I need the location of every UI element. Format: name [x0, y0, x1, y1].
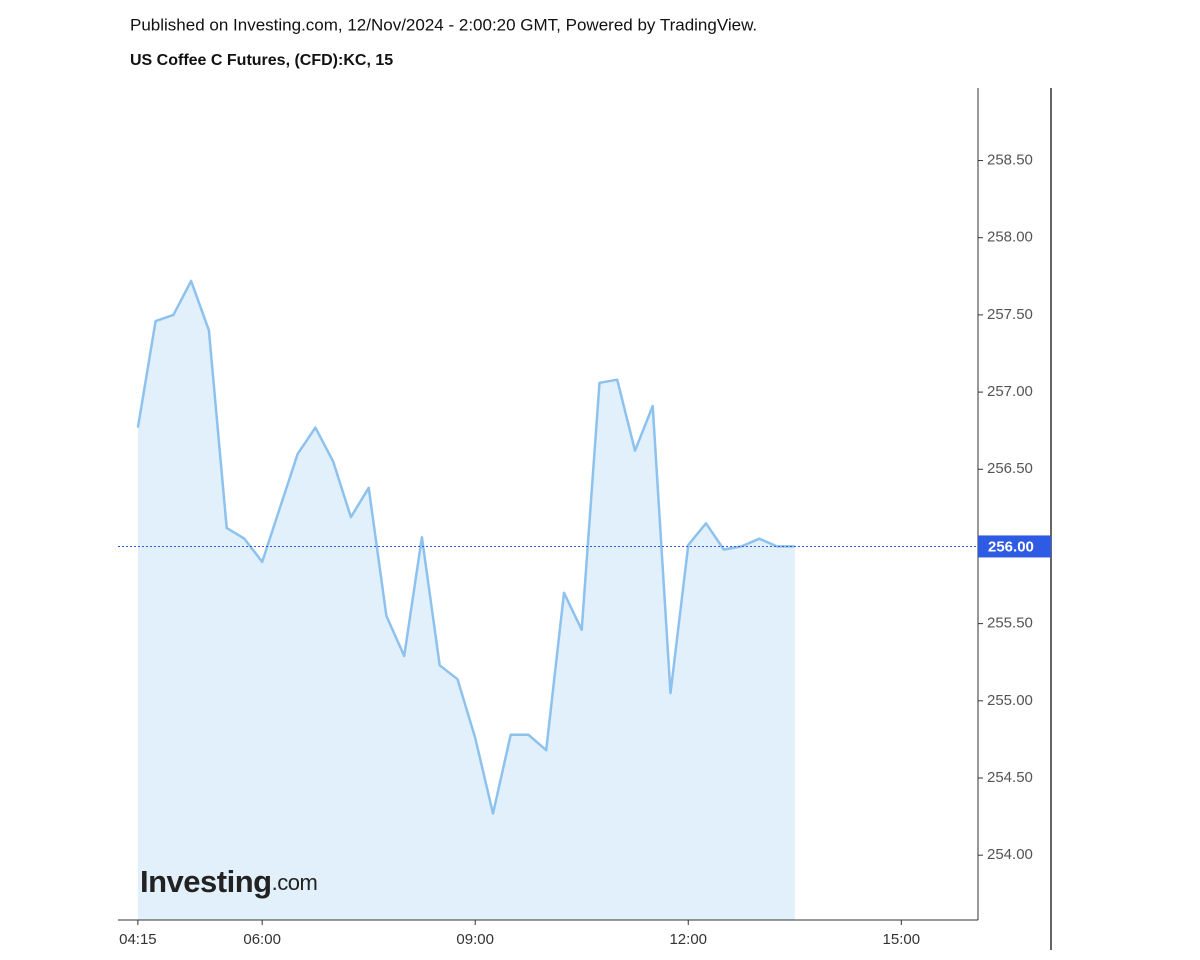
price-line [136, 279, 795, 815]
chart-title: US Coffee C Futures, (CFD):KC, 15 [130, 52, 393, 69]
x-tick-label: 06:00 [243, 931, 281, 948]
y-tick-label: 257.00 [987, 383, 1033, 400]
y-tick-label: 254.50 [987, 769, 1033, 786]
last-price-box [978, 535, 1051, 558]
x-tick-label: 04:15 [119, 931, 157, 948]
last-price-label: 256.00 [988, 538, 1034, 555]
logo-main: Investing [140, 864, 272, 899]
y-tick-label: 258.50 [987, 152, 1033, 169]
y-tick-label: 254.00 [987, 846, 1033, 863]
y-tick-label: 258.00 [987, 229, 1033, 246]
x-tick-label: 12:00 [669, 931, 707, 948]
y-tick-label: 256.50 [987, 460, 1033, 477]
y-tick-label: 257.50 [987, 306, 1033, 323]
y-tick-label: 255.50 [987, 615, 1033, 632]
logo: Investing.com [140, 864, 317, 899]
published-note: Published on Investing.com, 12/Nov/2024 … [130, 15, 757, 34]
area [137, 280, 795, 920]
logo-suffix: .com [272, 870, 318, 895]
x-tick-label: 15:00 [883, 931, 921, 948]
plot [136, 279, 795, 920]
y-tick-label: 255.00 [987, 692, 1033, 709]
x-tick-label: 09:00 [456, 931, 494, 948]
